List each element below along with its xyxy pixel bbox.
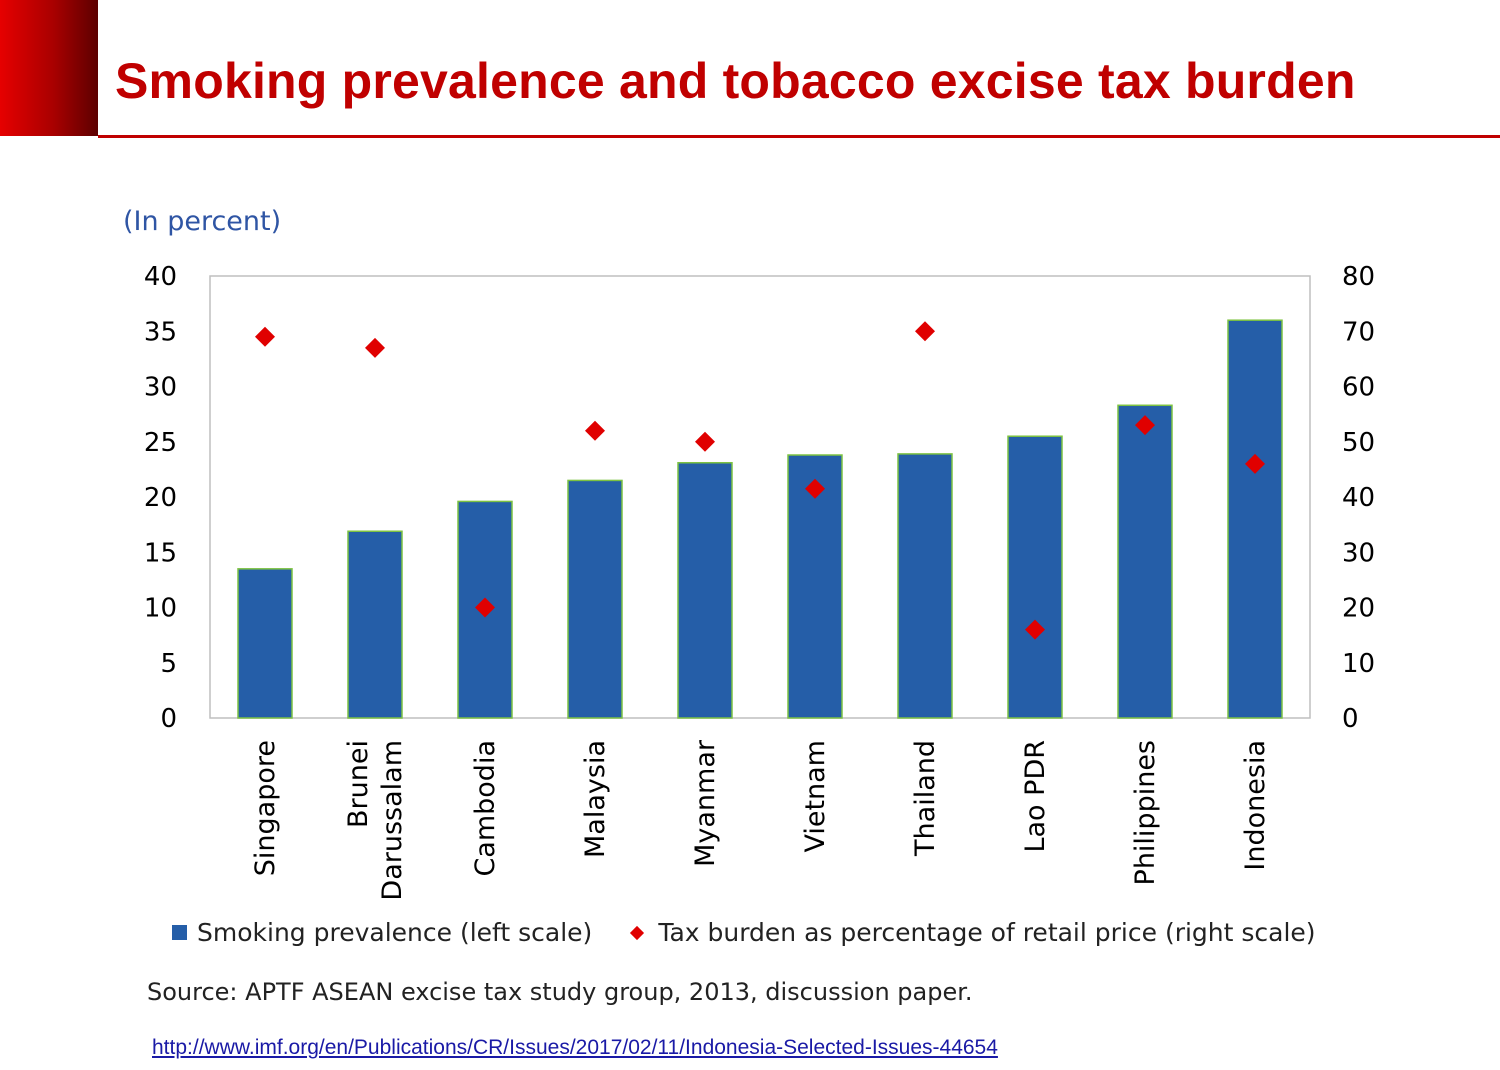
bar-smoking-prevalence xyxy=(1227,319,1283,719)
left-axis-tick-label: 20 xyxy=(144,483,177,513)
right-axis-tick-label: 20 xyxy=(1342,594,1375,624)
left-axis-tick-label: 40 xyxy=(144,262,177,292)
category-label: Darussalam xyxy=(377,740,408,901)
right-axis-tick-label: 60 xyxy=(1342,373,1375,403)
category-label: Lao PDR xyxy=(1020,740,1051,853)
bar-smoking-prevalence xyxy=(347,530,403,719)
marker-tax-burden xyxy=(475,597,495,618)
category-label: Singapore xyxy=(250,740,281,876)
right-axis-tick-label: 50 xyxy=(1342,428,1375,458)
right-axis-tick-label: 40 xyxy=(1342,483,1375,513)
category-label: Brunei xyxy=(343,740,374,828)
marker-tax-burden xyxy=(915,321,935,342)
bar-smoking-prevalence xyxy=(237,568,293,719)
title-accent-block xyxy=(0,0,98,136)
legend-label-prevalence: Smoking prevalence (left scale) xyxy=(197,918,593,947)
category-label: Malaysia xyxy=(580,740,611,858)
category-label: Thailand xyxy=(910,740,941,857)
bar-smoking-prevalence xyxy=(787,454,843,719)
category-label: Philippines xyxy=(1130,740,1161,885)
source-link[interactable]: http://www.imf.org/en/Publications/CR/Is… xyxy=(152,1036,998,1059)
bar-smoking-prevalence xyxy=(1007,435,1063,719)
legend-diamond-marker xyxy=(630,925,645,940)
source-note: Source: APTF ASEAN excise tax study grou… xyxy=(147,978,973,1006)
bar-scatter-chart: 0 5 10 15 20 25 30 35 40 0 10 20 30 40 50 60 70 80 Singapo… xyxy=(144,262,1375,901)
left-axis-tick-label: 0 xyxy=(160,704,177,734)
marker-tax-burden xyxy=(695,431,715,452)
left-axis-tick-label: 25 xyxy=(144,428,177,458)
slide-title: Smoking prevalence and tobacco excise ta… xyxy=(115,53,1356,109)
right-axis-tick-label: 80 xyxy=(1342,262,1375,292)
category-label: Vietnam xyxy=(800,740,831,853)
marker-tax-burden xyxy=(1025,619,1045,640)
right-axis-tick-label: 10 xyxy=(1342,649,1375,679)
marker-tax-burden xyxy=(805,478,825,499)
legend-bar-swatch xyxy=(172,925,187,940)
right-axis-tick-label: 30 xyxy=(1342,538,1375,568)
bar-smoking-prevalence xyxy=(567,479,623,719)
legend-label-tax-burden: Tax burden as percentage of retail price… xyxy=(658,918,1316,947)
left-axis-tick-label: 30 xyxy=(144,373,177,403)
marker-tax-burden xyxy=(1245,453,1265,474)
category-label: Indonesia xyxy=(1240,740,1271,871)
chart-legend: Smoking prevalence (left scale) Tax burd… xyxy=(172,918,1316,947)
category-label: Cambodia xyxy=(470,740,501,877)
category-label: Myanmar xyxy=(690,739,721,867)
bar-smoking-prevalence xyxy=(1117,404,1173,719)
marker-tax-burden xyxy=(1135,415,1155,436)
left-axis-tick-label: 35 xyxy=(144,317,177,347)
left-axis-tick-label: 5 xyxy=(160,649,177,679)
marker-tax-burden xyxy=(255,326,275,347)
left-axis-tick-label: 15 xyxy=(144,538,177,568)
bar-smoking-prevalence xyxy=(897,453,953,719)
chart-unit-label: (In percent) xyxy=(123,206,282,237)
marker-tax-burden xyxy=(585,420,605,441)
right-axis-tick-label: 0 xyxy=(1342,704,1359,734)
left-axis-tick-label: 10 xyxy=(144,594,177,624)
right-axis-tick-label: 70 xyxy=(1342,317,1375,347)
bar-smoking-prevalence xyxy=(677,461,733,719)
plot-area-border xyxy=(209,275,1311,719)
title-divider xyxy=(98,135,1500,138)
marker-tax-burden xyxy=(365,337,385,358)
